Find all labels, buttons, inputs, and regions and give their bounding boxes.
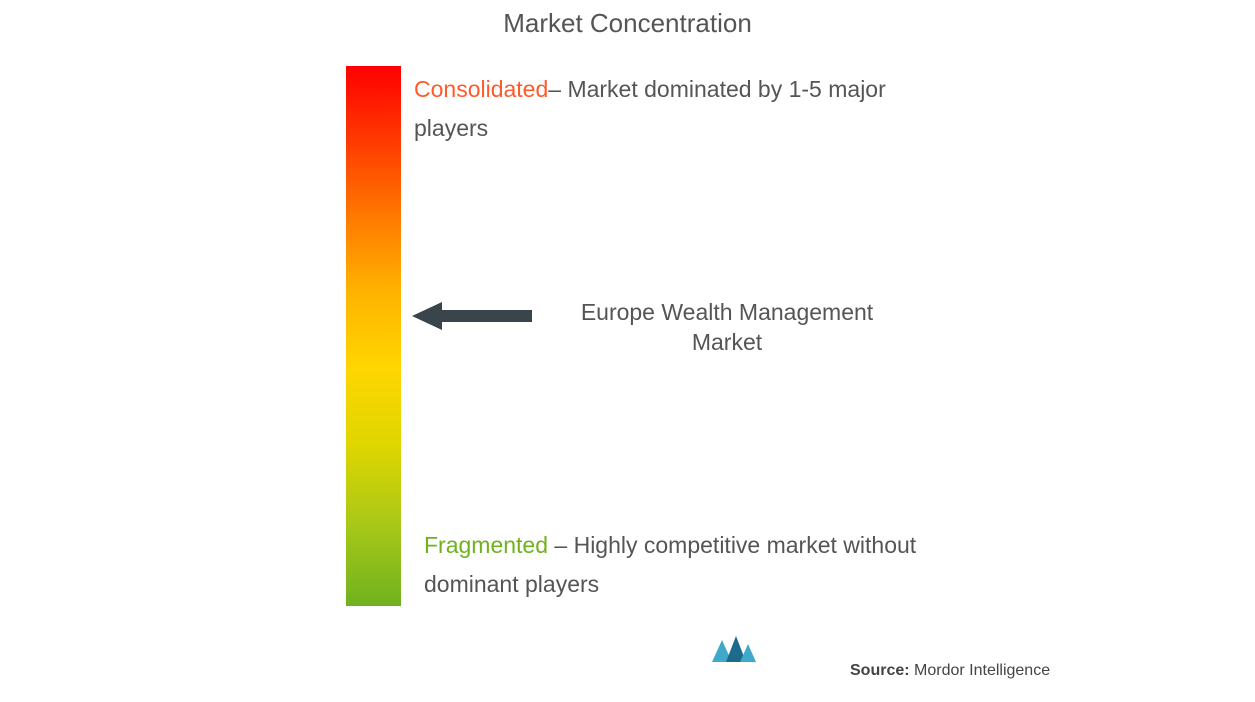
chart-title: Market Concentration xyxy=(0,8,1255,39)
market-name-label: Europe Wealth Management Market xyxy=(567,298,887,358)
arrow-left-icon xyxy=(412,300,532,332)
marker-block: Europe Wealth Management Market xyxy=(412,298,887,358)
brand-logo-icon xyxy=(712,636,756,671)
source-name: Mordor Intelligence xyxy=(910,662,1051,679)
source-attribution: Source: Mordor Intelligence xyxy=(850,662,1050,680)
consolidated-label-block: Consolidated– Market dominated by 1-5 ma… xyxy=(414,70,914,148)
fragmented-label-block: Fragmented – Highly competitive market w… xyxy=(424,526,924,604)
source-prefix: Source: xyxy=(850,662,910,679)
fragmented-accent: Fragmented xyxy=(424,532,548,558)
gradient-svg xyxy=(346,66,401,606)
concentration-gradient-bar xyxy=(346,66,401,606)
consolidated-accent: Consolidated xyxy=(414,76,548,102)
